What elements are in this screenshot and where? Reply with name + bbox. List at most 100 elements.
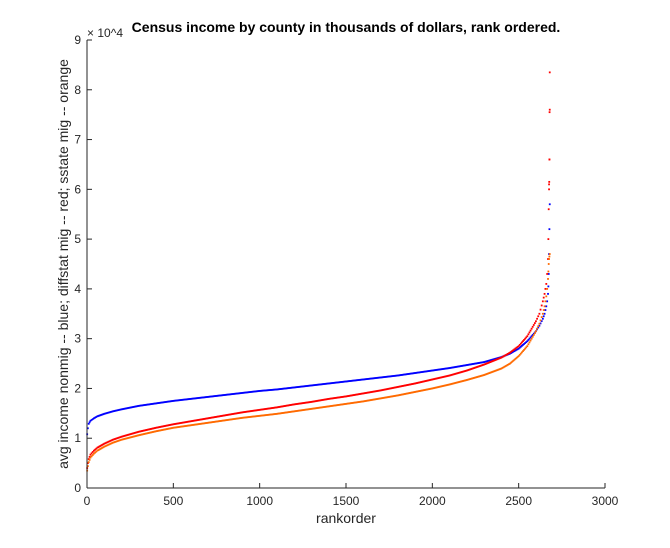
data-point [493, 359, 496, 362]
data-point [246, 410, 249, 413]
data-point [123, 407, 126, 410]
data-point [131, 432, 134, 435]
data-point [502, 366, 505, 369]
data-point [384, 388, 387, 391]
data-point [169, 427, 172, 430]
data-point [158, 426, 161, 429]
data-point [319, 399, 322, 402]
data-point [452, 366, 455, 369]
data-point [209, 395, 211, 398]
data-point [116, 409, 119, 412]
data-point [234, 412, 237, 415]
data-point [492, 358, 495, 361]
data-point [418, 390, 421, 393]
data-point [279, 388, 281, 390]
y-tick-label: 6 [74, 182, 81, 196]
data-point [278, 406, 280, 408]
data-point [296, 410, 299, 412]
data-point [248, 416, 251, 418]
data-point [217, 415, 219, 418]
data-point [240, 417, 243, 419]
data-point [145, 429, 147, 432]
data-point [483, 374, 486, 376]
data-point [432, 369, 435, 372]
data-point [424, 380, 427, 383]
data-point [293, 403, 296, 406]
data-point [205, 422, 208, 424]
data-point [141, 429, 144, 432]
data-point [127, 436, 130, 439]
data-point [327, 382, 330, 385]
data-point [361, 392, 364, 395]
data-point [422, 370, 425, 373]
data-point [163, 425, 166, 428]
data-point [533, 332, 536, 334]
data-point [142, 429, 145, 432]
data-point [249, 410, 252, 413]
data-point [432, 387, 435, 390]
data-point [225, 393, 228, 396]
data-point [175, 399, 178, 402]
data-point [510, 352, 513, 354]
data-point [365, 399, 368, 402]
data-point [207, 417, 210, 420]
data-point [271, 388, 274, 391]
data-point [366, 399, 369, 402]
data-point [347, 395, 349, 397]
data-point [243, 416, 246, 419]
data-point [392, 395, 395, 398]
data-point [225, 419, 228, 422]
data-point [459, 371, 462, 374]
data-point [343, 403, 345, 406]
data-point [342, 380, 344, 383]
data-point [297, 386, 300, 388]
data-point [408, 392, 410, 395]
data-point [267, 413, 270, 416]
data-point [210, 421, 212, 424]
x-tick-label: 1500 [333, 494, 360, 508]
data-point [434, 386, 437, 389]
data-point [135, 431, 138, 434]
data-point [548, 111, 551, 114]
data-point [88, 458, 91, 461]
data-point [271, 407, 274, 409]
data-point [391, 375, 394, 377]
data-point [166, 424, 169, 427]
data-point [301, 385, 304, 388]
data-point [480, 374, 482, 377]
data-point [374, 390, 377, 393]
data-point [229, 413, 232, 416]
data-point [548, 203, 551, 206]
data-point [356, 401, 359, 404]
data-point [444, 375, 447, 378]
data-point [428, 388, 431, 390]
data-point [536, 327, 538, 330]
data-point [313, 384, 316, 387]
data-point [501, 367, 504, 369]
data-point [282, 387, 284, 390]
data-point [159, 401, 162, 404]
data-point [202, 418, 205, 420]
data-point [487, 372, 490, 375]
data-point [453, 366, 456, 369]
data-point [110, 442, 113, 445]
data-point [381, 376, 384, 379]
data-point [380, 389, 383, 392]
data-point [455, 372, 458, 375]
data-point [383, 388, 386, 391]
data-point [515, 346, 518, 349]
data-point [426, 388, 429, 391]
data-point [399, 393, 402, 396]
data-point [481, 374, 483, 377]
data-point [142, 433, 145, 435]
data-point [300, 402, 303, 405]
data-point [480, 364, 482, 367]
data-point [150, 428, 152, 430]
data-point [366, 391, 369, 394]
data-point [362, 378, 365, 381]
data-point [492, 359, 495, 362]
data-point [490, 359, 493, 361]
data-point [266, 389, 269, 392]
data-point [434, 369, 437, 371]
data-point [320, 383, 323, 386]
